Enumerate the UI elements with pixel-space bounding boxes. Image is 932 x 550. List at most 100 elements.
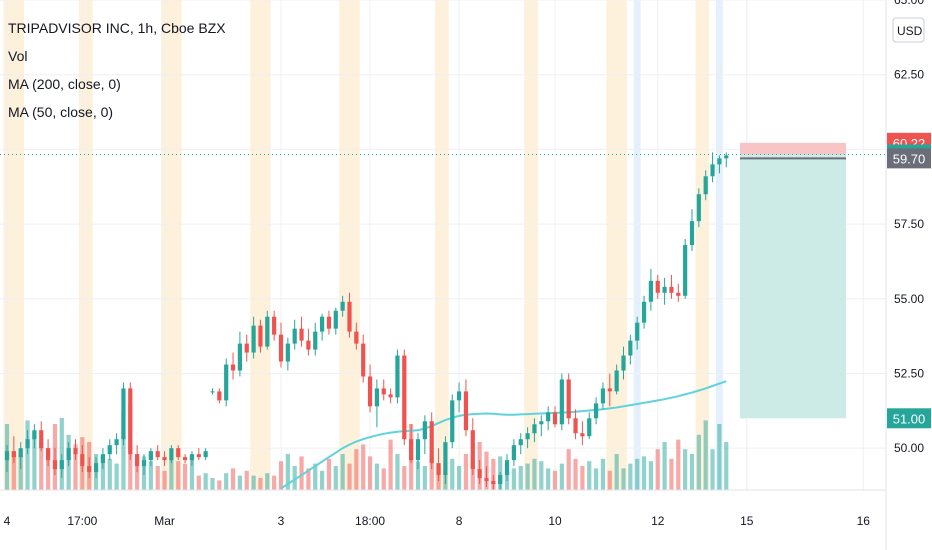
candle-body	[655, 280, 660, 293]
candle-body	[504, 460, 510, 476]
candle-body	[141, 460, 147, 467]
candle	[25, 430, 30, 455]
volume-bar	[552, 470, 558, 490]
candle	[443, 436, 448, 485]
candle	[162, 451, 167, 467]
session-bands	[3, 0, 723, 490]
candle	[552, 406, 558, 428]
volume-bar	[395, 454, 400, 490]
volume-bar	[162, 470, 167, 490]
candle-body	[607, 388, 612, 392]
candle-body	[320, 316, 325, 332]
price-tick-label: 65.00	[894, 0, 924, 7]
volume-bar	[388, 439, 393, 490]
candle	[176, 445, 181, 461]
legend-volume[interactable]: Vol	[8, 48, 28, 64]
time-axis[interactable]: 4 17:00 Mar 3 18:00 8 10 12 15 16	[0, 489, 886, 528]
candle	[66, 442, 71, 467]
candle	[46, 439, 51, 467]
candle	[32, 424, 37, 449]
candle-body	[107, 445, 112, 455]
volume-bar	[306, 468, 311, 490]
volume-bar	[539, 461, 544, 490]
candle-body	[436, 463, 441, 476]
currency-badge-box	[892, 17, 925, 43]
time-tick-label: 17:00	[67, 514, 97, 528]
candle-body	[573, 418, 578, 434]
candle-body	[52, 460, 58, 470]
candle	[258, 319, 263, 353]
candle	[594, 397, 599, 425]
volume-bar	[333, 466, 338, 490]
volume-bar	[724, 442, 729, 490]
candle	[676, 283, 681, 302]
volume-bar	[641, 456, 647, 490]
volume-bar	[600, 458, 606, 490]
candle-body	[251, 325, 256, 353]
legend-ma50[interactable]: MA (50, close, 0)	[8, 104, 114, 120]
legend-symbol[interactable]: TRIPADVISOR INC, 1h, Cboe BZX	[8, 20, 226, 36]
candle-body	[272, 316, 277, 335]
candle-body	[443, 442, 448, 476]
candle	[128, 382, 133, 461]
candle	[635, 316, 640, 350]
candle	[374, 379, 379, 428]
candle	[703, 170, 708, 201]
time-tick-label: 4	[4, 514, 11, 528]
candle	[230, 352, 236, 380]
price-tick-label: 62.50	[894, 68, 924, 82]
volume-bar	[121, 412, 126, 490]
candle-body	[224, 364, 229, 401]
candle-body	[183, 457, 188, 461]
volume-bar	[258, 478, 263, 490]
chart-legend: TRIPADVISOR INC, 1h, Cboe BZX Vol MA (20…	[8, 21, 226, 133]
volume-bar	[169, 458, 174, 490]
candle-body	[18, 448, 23, 458]
candle	[381, 379, 386, 401]
candle-body	[402, 355, 407, 440]
candle	[648, 268, 653, 311]
candle-body	[39, 430, 44, 449]
candle-body	[580, 433, 585, 437]
candle	[59, 454, 64, 479]
candle	[196, 448, 201, 461]
candle-body	[203, 451, 208, 458]
candle	[388, 388, 393, 404]
candle	[546, 406, 551, 431]
candle	[491, 475, 496, 490]
candle-body	[340, 301, 345, 311]
trade-position-box[interactable]	[740, 142, 846, 419]
price-tag: 51.00	[887, 408, 931, 429]
candle-body	[347, 301, 352, 332]
candle-body	[374, 388, 379, 407]
volume-bar	[518, 466, 523, 490]
candle	[87, 457, 92, 479]
candle-body	[450, 400, 455, 443]
candle	[580, 421, 585, 446]
price-tag-label: 59.70	[893, 151, 926, 166]
legend-ma200[interactable]: MA (200, close, 0)	[8, 76, 121, 92]
volume-bar	[573, 458, 578, 490]
price-tick-label: 55.00	[894, 292, 924, 306]
candle-body	[189, 454, 195, 461]
volume-bar	[278, 461, 284, 490]
candle	[683, 239, 688, 299]
volume-bar	[703, 420, 708, 490]
session-band	[161, 0, 182, 490]
candle	[285, 337, 290, 371]
volume-bar	[450, 458, 455, 490]
volume-bar	[73, 444, 78, 490]
candle	[100, 448, 105, 470]
volume-bar	[559, 463, 564, 490]
candle	[477, 460, 482, 485]
volume-bar	[648, 461, 653, 490]
volume-bar	[655, 449, 660, 490]
candle	[237, 331, 242, 377]
volume-bar	[32, 432, 37, 490]
volume-bar	[594, 468, 599, 490]
price-tag-box	[887, 408, 931, 429]
take-profit-zone	[740, 154, 846, 419]
